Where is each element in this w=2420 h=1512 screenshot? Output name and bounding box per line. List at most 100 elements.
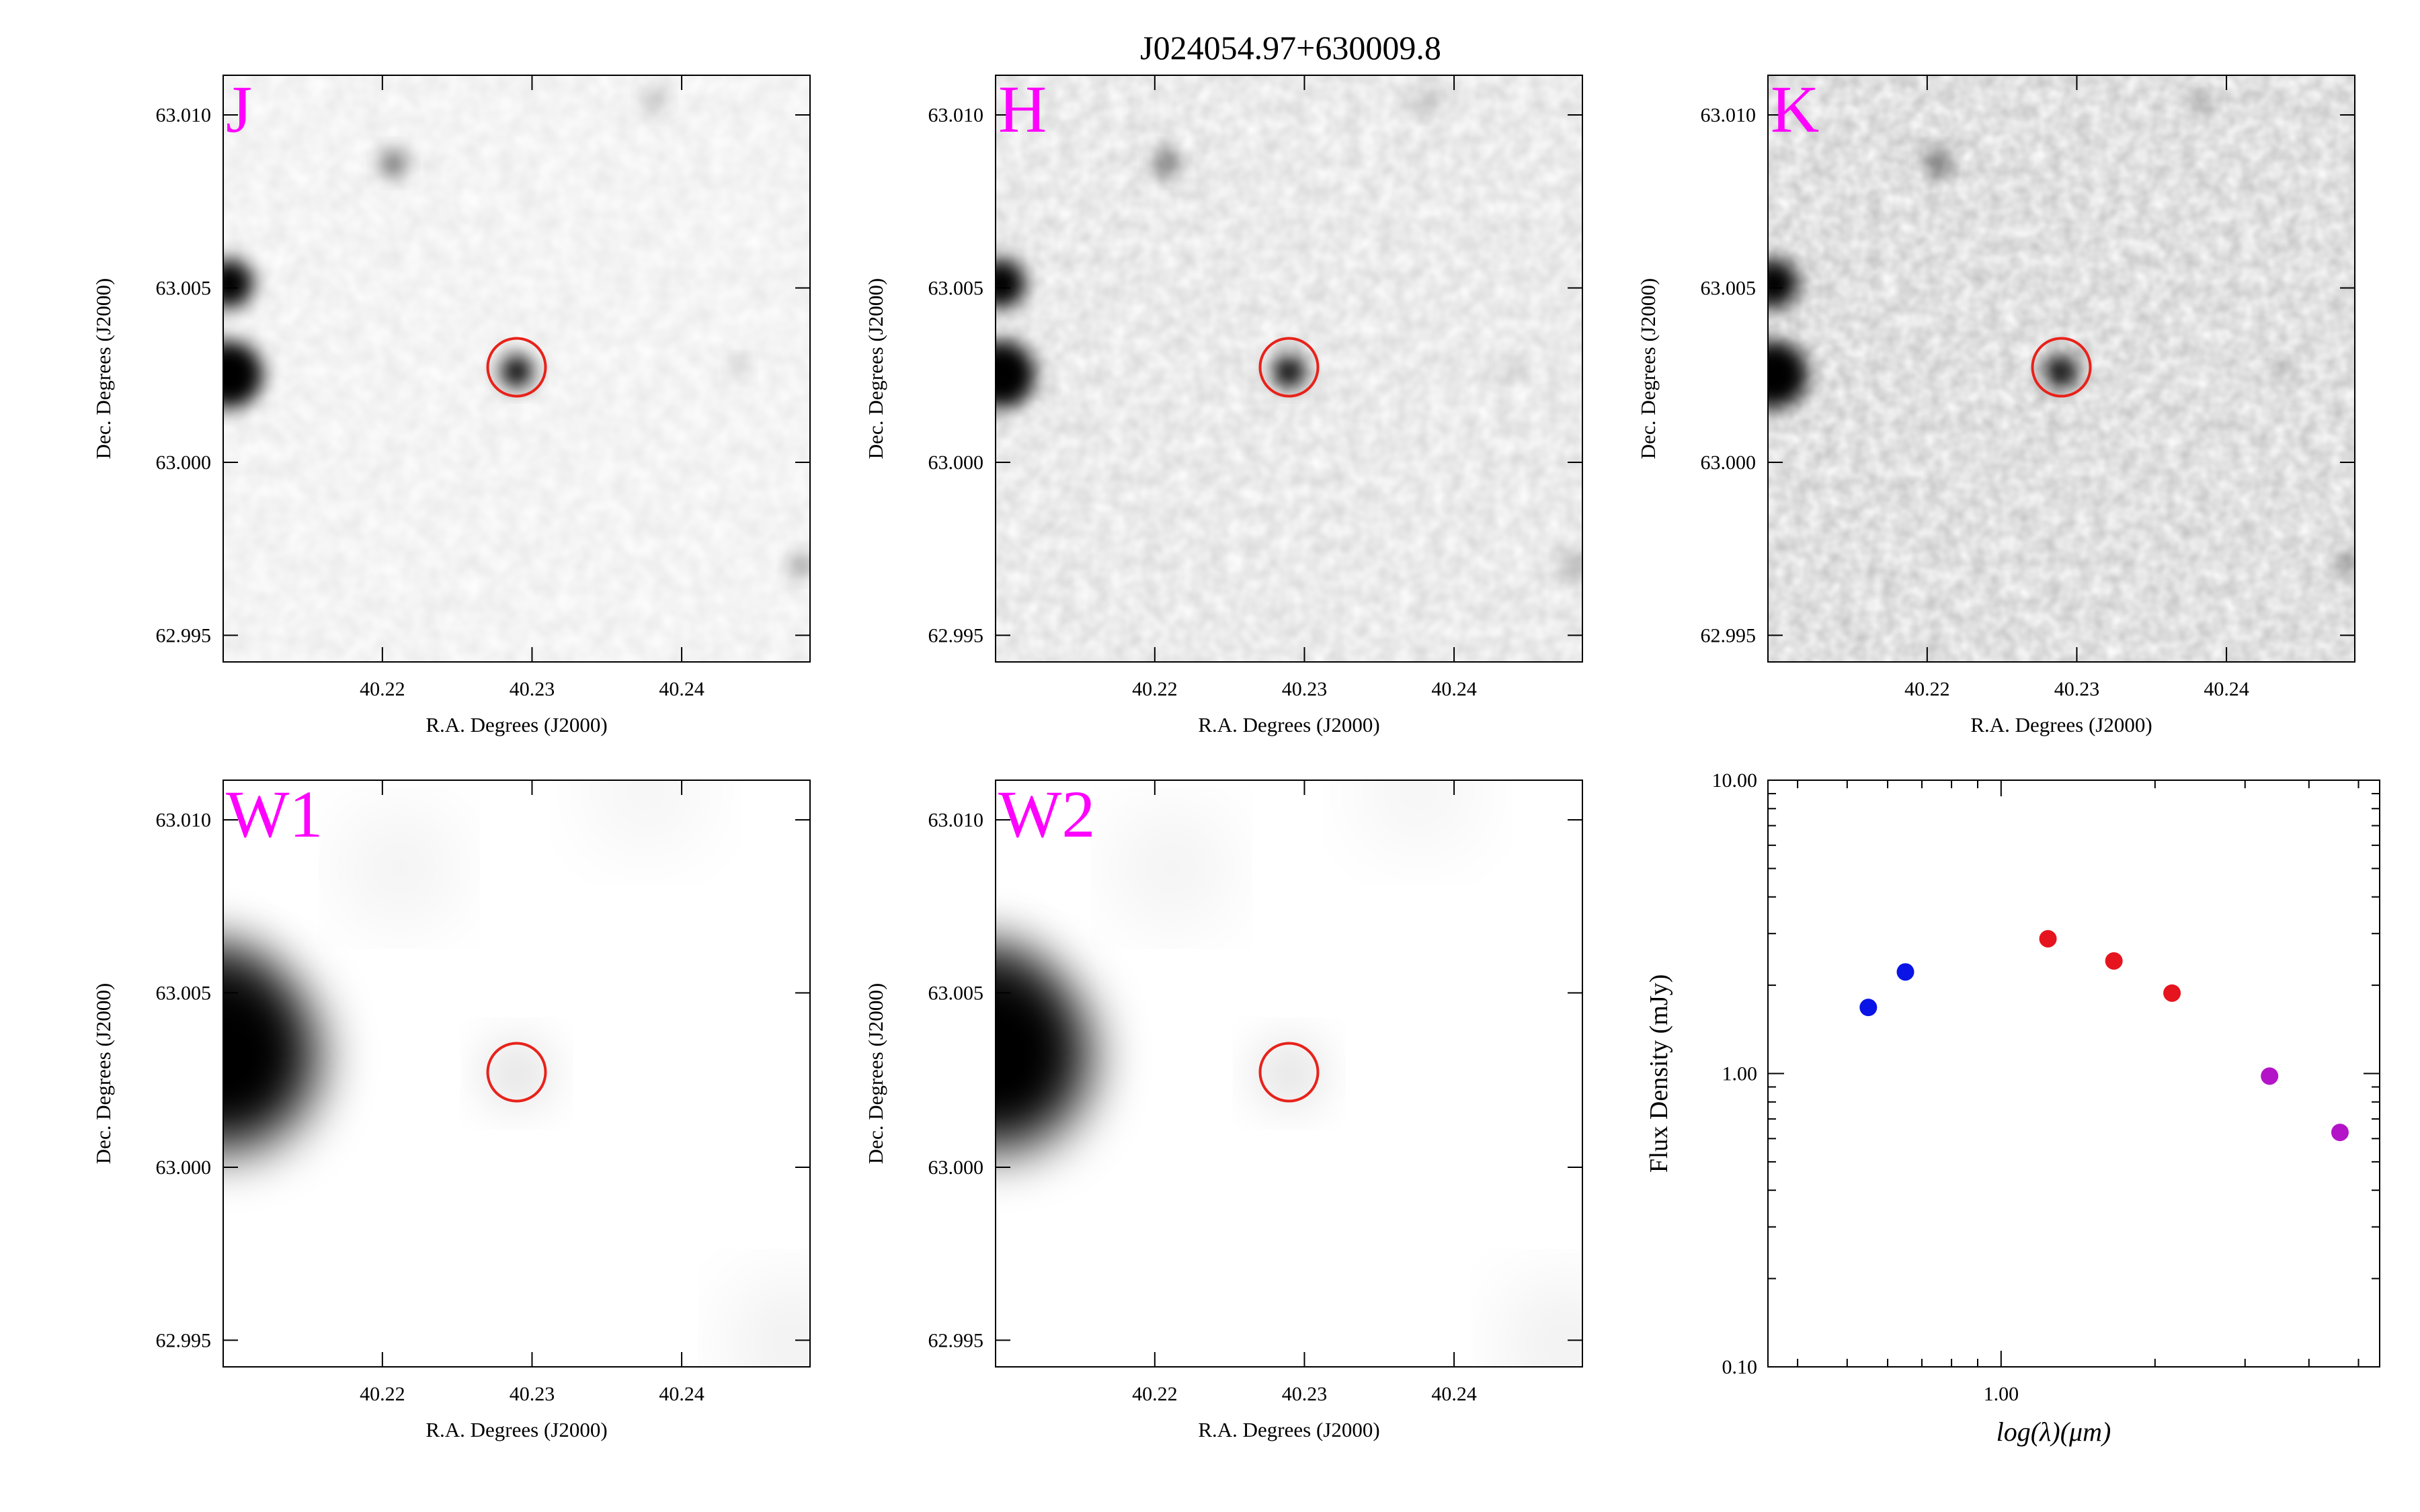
star: [789, 552, 810, 577]
star: [1273, 355, 1305, 388]
y-tick-label: 63.000: [1701, 452, 1757, 474]
y-tick-label: 63.005: [1701, 277, 1757, 299]
panel-image: [996, 780, 1582, 1367]
x-axis-label: R.A. Degrees (J2000): [1198, 713, 1379, 737]
panel-k: 40.22 40.23 40.24 63.010 63.005 63.000 62.995 R…: [1636, 72, 2355, 737]
y-axis-label: Dec. Degrees (J2000): [864, 983, 887, 1164]
figure-title: J024054.97+630009.8: [1140, 29, 1441, 67]
star: [745, 1296, 810, 1367]
sed-x-axis-label: log(λ)(μm): [1997, 1417, 2111, 1447]
y-tick-label: 63.000: [928, 1157, 984, 1179]
y-tick-label: 63.000: [156, 1157, 212, 1179]
x-tick-label: 40.23: [510, 1383, 555, 1405]
y-tick-label: 62.995: [156, 1329, 212, 1351]
x-tick-label: 40.22: [360, 678, 405, 700]
y-tick-label: 63.005: [156, 277, 212, 299]
sed-point: [2039, 929, 2057, 948]
panel-frame: [223, 780, 811, 1368]
x-axis-label: R.A. Degrees (J2000): [426, 1418, 607, 1441]
panel-image: [1768, 75, 2355, 662]
x-tick-label: 40.24: [659, 678, 704, 700]
y-tick-label: 62.995: [928, 624, 984, 646]
panel-j: 40.22 40.23 40.24 63.010 63.005 63.000 62.995 R…: [91, 72, 811, 737]
star: [1414, 89, 1439, 114]
panel-w2: 40.22 40.23 40.24 63.010 63.005 63.000 62.995 R…: [864, 777, 1583, 1441]
star: [1152, 149, 1180, 177]
x-axis-label: R.A. Degrees (J2000): [1970, 713, 2152, 737]
star: [1768, 341, 1808, 409]
aperture-circle: [1258, 1042, 1320, 1103]
y-tick-label: 63.000: [928, 452, 984, 474]
panel-image: [223, 780, 810, 1367]
sed-y-tick-label: 10.00: [1712, 769, 1758, 792]
y-tick-label: 63.010: [928, 809, 984, 831]
star: [223, 943, 272, 1063]
aperture-circle: [1258, 337, 1320, 398]
star: [1502, 359, 1522, 378]
panel-frame: [995, 780, 1583, 1368]
y-axis-label: Dec. Degrees (J2000): [864, 278, 887, 459]
star: [996, 259, 1026, 308]
y-tick-label: 63.010: [156, 104, 212, 126]
star: [1131, 827, 1212, 909]
y-tick-label: 63.000: [156, 452, 212, 474]
x-tick-label: 40.23: [1282, 1383, 1328, 1405]
x-tick-label: 40.23: [1282, 678, 1328, 700]
y-tick-label: 62.995: [928, 1329, 984, 1351]
sed-point: [2261, 1067, 2279, 1085]
sed-plot: 10.00 1.00 0.10 1.00 log(λ)(μm) Flux Density …: [1645, 769, 2380, 1447]
x-tick-label: 40.24: [2204, 678, 2249, 700]
y-tick-label: 63.005: [928, 277, 984, 299]
y-axis-label: Dec. Degrees (J2000): [1636, 278, 1660, 459]
y-tick-label: 63.010: [156, 809, 212, 831]
aperture-circle: [486, 337, 547, 398]
y-axis-label: Dec. Degrees (J2000): [91, 278, 115, 459]
star: [223, 341, 263, 409]
star: [642, 89, 667, 114]
x-tick-label: 40.23: [510, 678, 555, 700]
star: [2045, 355, 2078, 388]
x-tick-label: 40.23: [2054, 678, 2100, 700]
y-tick-label: 63.010: [1701, 104, 1757, 126]
star: [488, 1045, 545, 1102]
star: [598, 780, 693, 839]
star: [2333, 552, 2355, 577]
x-axis-label: R.A. Degrees (J2000): [426, 713, 607, 737]
star: [1561, 552, 1582, 577]
band-label: W1: [226, 777, 323, 851]
star: [2187, 89, 2212, 114]
x-tick-label: 40.22: [360, 1383, 405, 1405]
x-tick-label: 40.24: [1431, 678, 1477, 700]
sed-point: [2105, 952, 2123, 970]
sed-point: [2331, 1124, 2349, 1142]
y-tick-label: 62.995: [156, 624, 212, 646]
x-tick-label: 40.24: [1431, 1383, 1477, 1405]
star: [1925, 149, 1952, 177]
sed-point: [1896, 963, 1914, 981]
star: [1260, 1045, 1318, 1102]
panel-frame: [995, 75, 1583, 663]
sed-y-tick-label: 0.10: [1722, 1356, 1758, 1378]
star: [730, 359, 750, 378]
star: [223, 259, 253, 308]
sed-y-axis-label: Flux Density (mJy): [1645, 974, 1673, 1173]
aperture-circle: [486, 1042, 547, 1103]
star: [2275, 359, 2294, 378]
x-tick-label: 40.24: [659, 1383, 704, 1405]
star: [996, 341, 1035, 409]
star: [1371, 780, 1465, 839]
sed-frame: [1767, 780, 2380, 1368]
panel-frame: [223, 75, 811, 663]
panel-h: 40.22 40.23 40.24 63.010 63.005 63.000 62.995 R…: [864, 72, 1583, 737]
panel-image: [996, 75, 1582, 662]
y-tick-label: 62.995: [1701, 624, 1757, 646]
panel-image: [223, 75, 810, 662]
star: [996, 943, 1045, 1063]
x-axis-label: R.A. Degrees (J2000): [1198, 1418, 1379, 1441]
y-tick-label: 63.010: [928, 104, 984, 126]
panel-frame: [1767, 75, 2355, 663]
star: [358, 827, 440, 909]
x-tick-label: 40.22: [1132, 1383, 1178, 1405]
star: [1768, 259, 1798, 308]
